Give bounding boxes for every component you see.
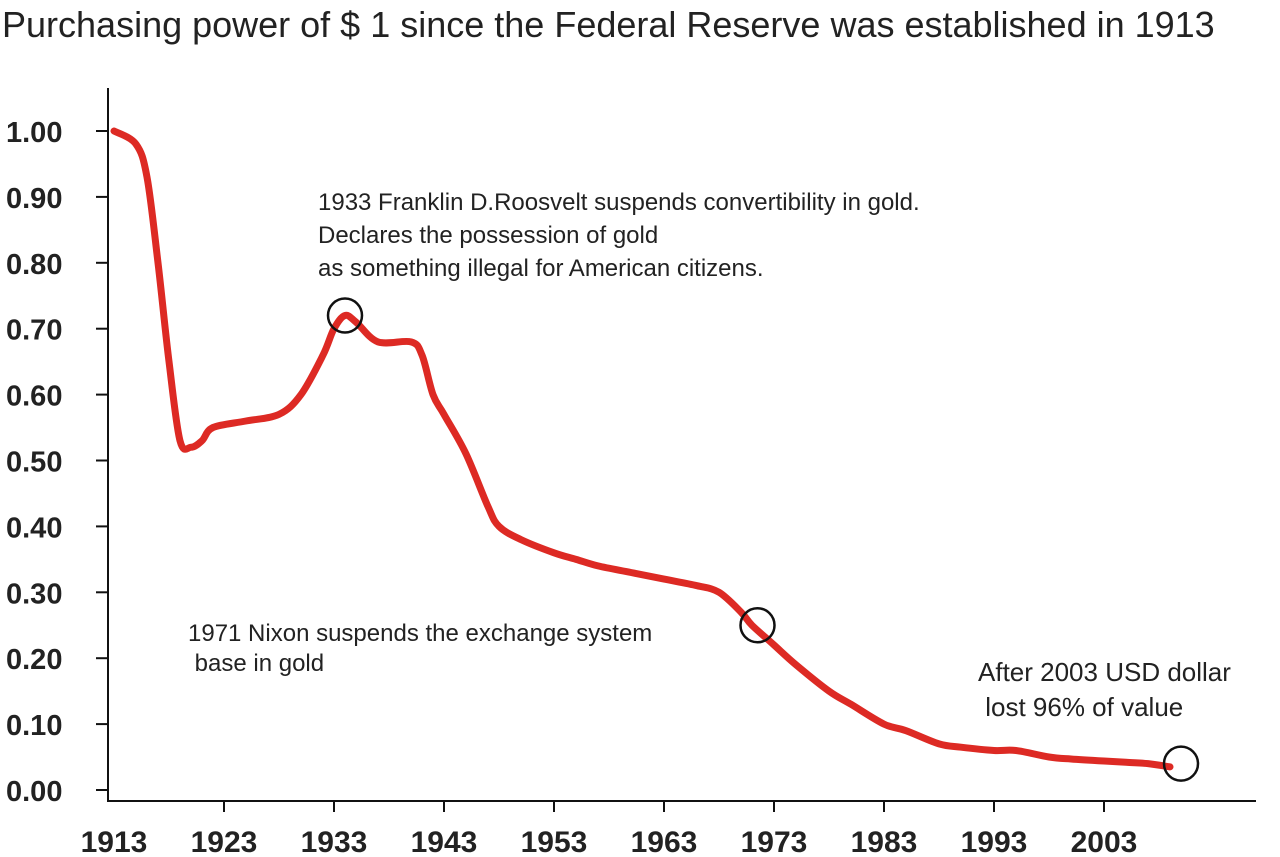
annotation-2003-line: lost 96% of value [978,692,1183,722]
x-tick-label: 1963 [631,826,698,857]
y-tick-group: 1.00 0.90 0.80 0.70 0.60 0.50 0.40 0.30 0.20 0.10… [6,117,108,808]
annotation-1933-line: as something illegal for American citize… [318,255,764,282]
marker-circle [739,607,776,644]
marker-circle [1162,745,1200,782]
y-tick-label: 0.20 [6,644,62,676]
annotation-1933: 1933 Franklin D.Roosvelt suspends conver… [318,189,926,282]
y-tick-label: 0.80 [6,249,62,281]
x-tick-label: 1923 [191,826,258,857]
x-tick-label: 1953 [521,826,588,857]
annotation-1971-line: 1971 Nixon suspends the exchange system [188,620,652,647]
marker-group [326,297,1200,782]
x-tick-label: 2003 [1071,826,1138,857]
series-line [110,127,1174,771]
annotation-1933-line: Declares the possession of gold [318,222,658,249]
y-tick-label: 0.30 [6,578,62,610]
chart-title: Purchasing power of $ 1 since the Federa… [2,4,1215,45]
x-tick-label: 1973 [741,826,808,857]
y-tick-label: 0.10 [6,710,62,742]
y-tick-label: 1.00 [6,117,62,149]
marker-circle [326,297,364,334]
x-tick-label: 1943 [411,826,478,857]
y-tick-label: 0.40 [6,512,62,544]
annotation-1971: 1971 Nixon suspends the exchange system … [188,620,659,677]
y-tick-label: 0.90 [6,183,62,215]
y-tick-label: 0.60 [6,381,62,413]
x-tick-label: 1913 [81,826,148,857]
y-tick-label: 0.00 [6,776,62,808]
x-tick-label: 1993 [961,826,1028,857]
annotation-1971-line: base in gold [188,650,324,677]
annotation-2003-line: After 2003 USD dollar [978,657,1231,687]
x-tick-group: 1913 1923 1933 1943 1953 1963 1973 1983 1993 2003 [81,801,1138,857]
annotation-2003: After 2003 USD dollar lost 96% of value [978,657,1238,722]
y-tick-label: 0.50 [6,447,62,479]
y-tick-label: 0.70 [6,315,62,347]
x-tick-label: 1933 [301,826,368,857]
annotation-1933-line: 1933 Franklin D.Roosvelt suspends conver… [318,189,920,216]
x-tick-label: 1983 [851,826,918,857]
